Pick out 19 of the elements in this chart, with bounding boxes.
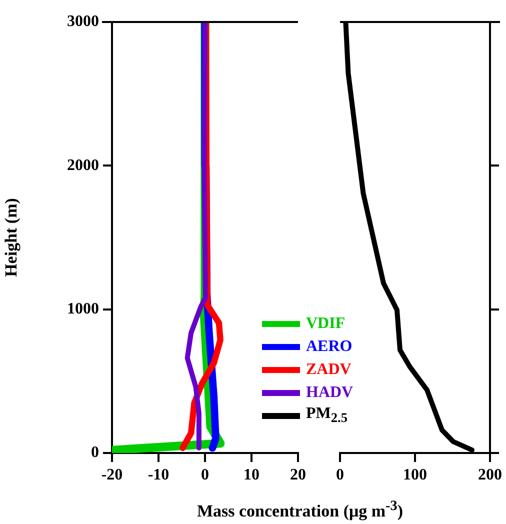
x-tick-label: 0 — [201, 466, 209, 484]
y-tick-label: 0 — [91, 444, 99, 462]
x-tick-label: 10 — [244, 466, 260, 484]
y-tick-label: 1000 — [67, 300, 99, 318]
y-axis-title: Height (m) — [2, 198, 21, 277]
x-tick-label: 20 — [290, 466, 306, 484]
x-tick-label: 200 — [478, 466, 502, 484]
legend-label: AERO — [306, 338, 352, 356]
x-tick-label: 0 — [336, 466, 344, 484]
legend-label: ZADV — [306, 360, 352, 378]
y-tick-label: 3000 — [67, 13, 99, 30]
y-tick-label: 2000 — [67, 156, 99, 174]
x-tick-label: -10 — [148, 466, 170, 484]
legend-label: HADV — [306, 384, 354, 402]
x-tick-label: -20 — [101, 466, 123, 484]
x-axis-title: Mass concentration (μg m$^{-3}$) — [196, 498, 404, 522]
x-tick-label: 100 — [403, 466, 427, 484]
legend-label: VDIF — [306, 314, 346, 332]
legend-label: PM$_{2.5}$ — [306, 404, 348, 426]
